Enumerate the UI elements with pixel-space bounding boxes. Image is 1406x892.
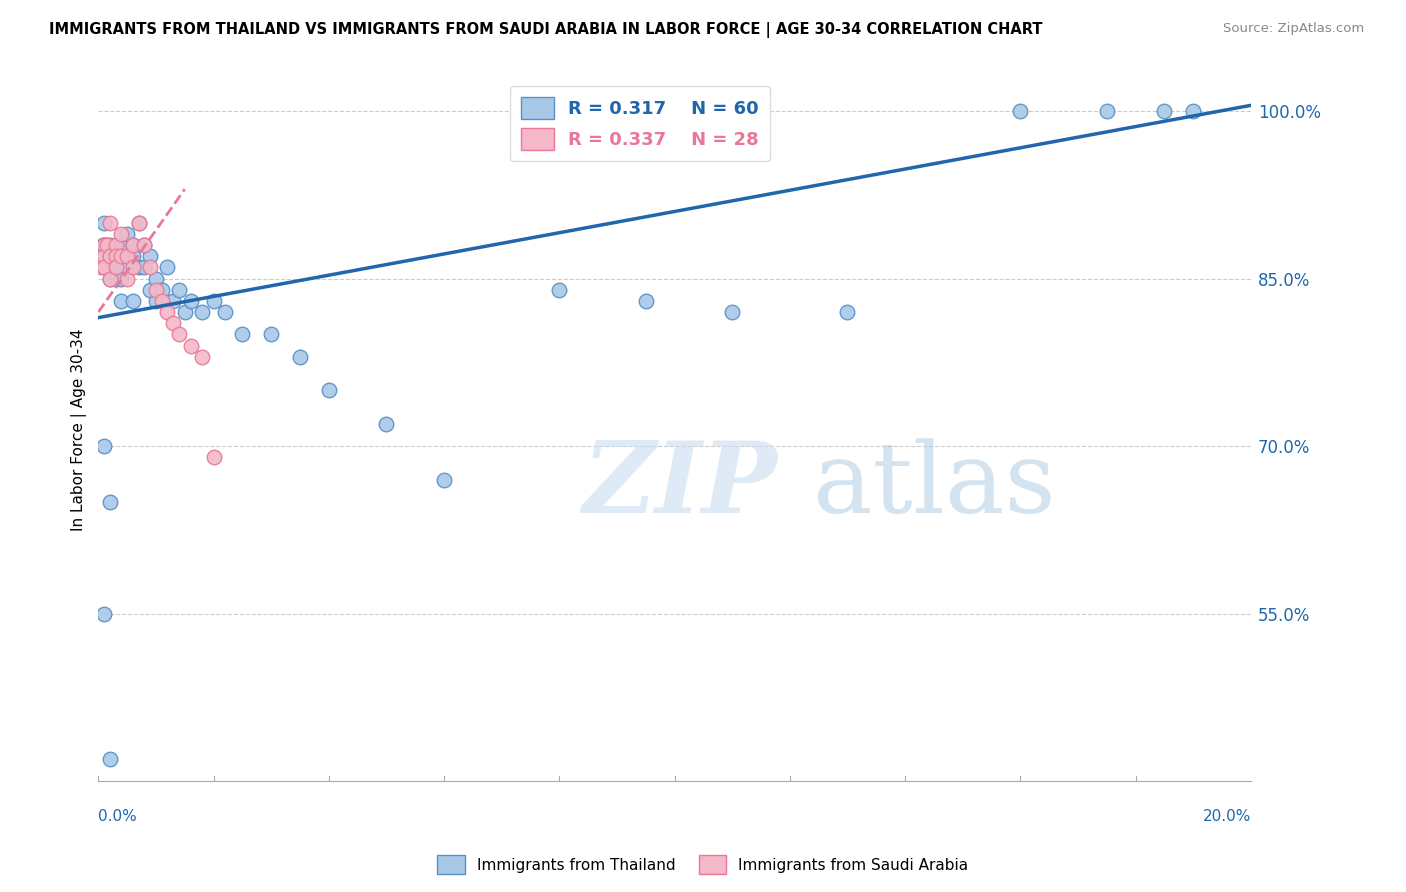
Point (134, 260, 156, 275)
Point (156, 260, 179, 275)
Point (110, 249, 132, 263)
Point (139, 249, 162, 263)
Point (145, 283, 167, 297)
Point (260, 327, 283, 342)
Point (122, 249, 145, 263)
Point (180, 293, 202, 308)
Point (110, 238, 132, 252)
Text: ZIP: ZIP (582, 437, 778, 534)
Point (104, 238, 127, 252)
Point (98, 260, 121, 275)
Point (156, 305, 179, 319)
Point (162, 293, 184, 308)
Point (167, 283, 190, 297)
Point (162, 316, 184, 330)
Point (93, 260, 115, 275)
Point (180, 338, 202, 352)
Point (98, 249, 121, 263)
Point (231, 327, 253, 342)
Point (145, 271, 167, 285)
Point (122, 260, 145, 275)
Point (122, 238, 145, 252)
Point (104, 249, 127, 263)
Point (115, 249, 138, 263)
Point (139, 260, 162, 275)
Point (150, 283, 173, 297)
Point (318, 383, 340, 397)
Point (98, 495, 121, 509)
Point (98, 752, 121, 766)
Point (1153, 103, 1175, 118)
Point (191, 350, 214, 364)
Point (104, 271, 127, 285)
Point (134, 238, 156, 252)
Point (548, 283, 571, 297)
Text: atlas: atlas (813, 438, 1056, 533)
Point (98, 238, 121, 252)
Point (837, 305, 859, 319)
Point (98, 249, 121, 263)
Point (90, 249, 112, 263)
Point (93, 238, 115, 252)
Point (134, 238, 156, 252)
Point (139, 283, 162, 297)
Point (93, 238, 115, 252)
Point (93, 216, 115, 230)
Point (191, 305, 214, 319)
Point (104, 238, 127, 252)
Point (104, 249, 127, 263)
Point (1095, 103, 1118, 118)
Point (214, 305, 236, 319)
Point (128, 216, 150, 230)
Point (721, 305, 744, 319)
Point (110, 249, 132, 263)
Text: 0.0%: 0.0% (98, 809, 138, 824)
Point (110, 293, 132, 308)
Point (634, 293, 657, 308)
Legend: Immigrants from Thailand, Immigrants from Saudi Arabia: Immigrants from Thailand, Immigrants fro… (432, 849, 974, 880)
Point (115, 260, 138, 275)
Point (433, 473, 456, 487)
Point (122, 293, 145, 308)
Point (145, 293, 167, 308)
Point (115, 271, 138, 285)
Point (98, 271, 121, 285)
Point (91, 238, 114, 252)
Text: Source: ZipAtlas.com: Source: ZipAtlas.com (1223, 22, 1364, 36)
Point (93, 607, 115, 621)
Point (115, 249, 138, 263)
Point (128, 260, 150, 275)
Point (110, 227, 132, 241)
Legend: R = 0.317    N = 60, R = 0.337    N = 28: R = 0.317 N = 60, R = 0.337 N = 28 (510, 87, 769, 161)
Point (90, 260, 112, 275)
Point (202, 450, 225, 465)
Point (96, 238, 118, 252)
Point (115, 227, 138, 241)
Point (202, 293, 225, 308)
Point (104, 260, 127, 275)
Point (122, 238, 145, 252)
Point (1010, 103, 1032, 118)
Point (96, 238, 118, 252)
Point (93, 439, 115, 453)
Point (98, 249, 121, 263)
Point (104, 260, 127, 275)
Point (375, 417, 398, 431)
Text: IMMIGRANTS FROM THAILAND VS IMMIGRANTS FROM SAUDI ARABIA IN LABOR FORCE | AGE 30: IMMIGRANTS FROM THAILAND VS IMMIGRANTS F… (49, 22, 1043, 38)
Point (98, 271, 121, 285)
Point (150, 293, 173, 308)
Point (93, 260, 115, 275)
Point (110, 271, 132, 285)
Point (98, 216, 121, 230)
Point (173, 305, 195, 319)
Point (128, 216, 150, 230)
Point (288, 350, 311, 364)
Point (93, 249, 115, 263)
Y-axis label: In Labor Force | Age 30-34: In Labor Force | Age 30-34 (72, 328, 87, 531)
Point (167, 327, 190, 342)
Text: 20.0%: 20.0% (1202, 809, 1251, 824)
Point (1182, 103, 1205, 118)
